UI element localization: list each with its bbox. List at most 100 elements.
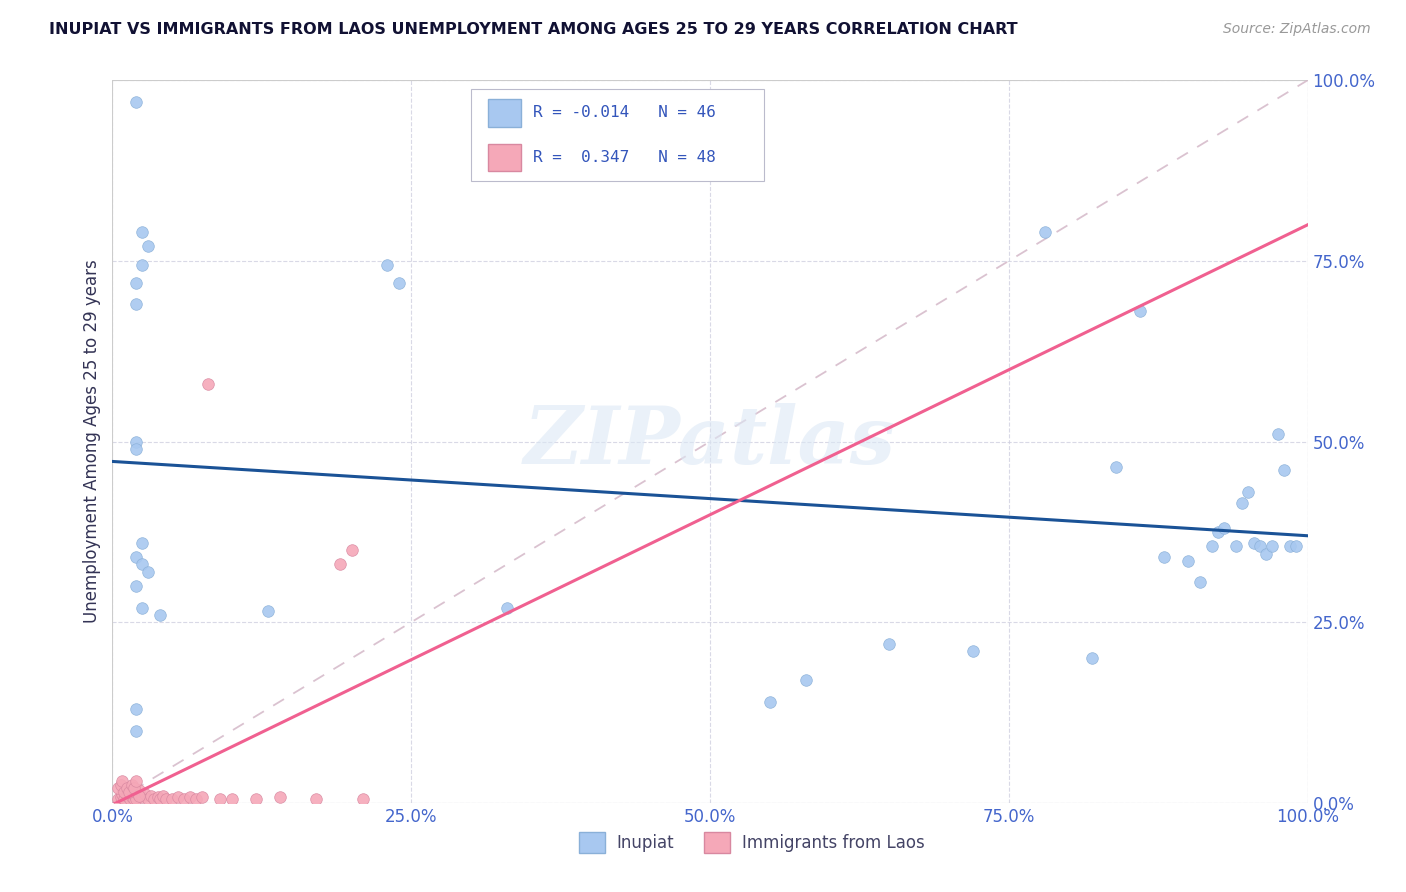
- Text: ZIPatlas: ZIPatlas: [524, 403, 896, 480]
- Point: [1129, 304, 1152, 318]
- Point: [1278, 539, 1301, 553]
- Point: [131, 258, 153, 272]
- Point: [124, 789, 146, 803]
- Point: [1267, 427, 1289, 442]
- Point: [1189, 575, 1212, 590]
- Point: [149, 607, 172, 622]
- Point: [146, 790, 169, 805]
- Point: [127, 787, 149, 801]
- Point: [794, 673, 817, 687]
- Point: [1261, 539, 1284, 553]
- Point: [152, 789, 174, 803]
- Point: [221, 792, 243, 806]
- Point: [128, 782, 150, 797]
- Point: [122, 781, 145, 796]
- Point: [121, 778, 143, 792]
- Bar: [488, 144, 522, 171]
- Point: [128, 789, 150, 803]
- Y-axis label: Unemployment Among Ages 25 to 29 years: Unemployment Among Ages 25 to 29 years: [83, 260, 101, 624]
- Point: [352, 792, 374, 806]
- Point: [138, 565, 160, 579]
- Point: [110, 778, 132, 792]
- Point: [962, 644, 984, 658]
- Point: [149, 792, 172, 806]
- Point: [155, 792, 177, 806]
- Point: [1033, 225, 1056, 239]
- Text: Inupiat: Inupiat: [617, 833, 675, 852]
- Point: [1225, 539, 1247, 553]
- Point: [125, 550, 148, 565]
- Point: [114, 792, 135, 806]
- Point: [125, 774, 148, 789]
- Point: [245, 792, 267, 806]
- Point: [111, 787, 134, 801]
- Point: [1249, 539, 1271, 553]
- Point: [107, 792, 129, 806]
- Point: [1105, 459, 1128, 474]
- Point: [329, 558, 352, 572]
- Point: [388, 276, 411, 290]
- Text: R = -0.014   N = 46: R = -0.014 N = 46: [533, 105, 716, 120]
- Point: [125, 276, 148, 290]
- Point: [162, 792, 183, 806]
- Bar: [488, 99, 522, 127]
- Point: [186, 792, 208, 806]
- Point: [143, 792, 166, 806]
- Point: [120, 792, 142, 806]
- Point: [1243, 535, 1265, 549]
- Point: [125, 297, 148, 311]
- Point: [115, 789, 138, 803]
- Point: [125, 442, 148, 456]
- Point: [1272, 463, 1295, 477]
- Point: [1177, 554, 1199, 568]
- Point: [1254, 547, 1277, 561]
- Text: INUPIAT VS IMMIGRANTS FROM LAOS UNEMPLOYMENT AMONG AGES 25 TO 29 YEARS CORRELATI: INUPIAT VS IMMIGRANTS FROM LAOS UNEMPLOY…: [49, 22, 1018, 37]
- Point: [1081, 651, 1104, 665]
- Point: [879, 637, 901, 651]
- Point: [122, 792, 145, 806]
- Point: [111, 774, 134, 789]
- Point: [131, 558, 153, 572]
- Point: [167, 790, 190, 805]
- Point: [125, 723, 148, 738]
- Point: [125, 95, 148, 109]
- Point: [125, 434, 148, 449]
- Point: [1213, 521, 1236, 535]
- Point: [377, 258, 399, 272]
- Point: [114, 785, 135, 799]
- Point: [134, 787, 156, 801]
- Point: [197, 376, 219, 391]
- Point: [121, 787, 143, 801]
- Point: [340, 542, 363, 557]
- Point: [496, 600, 519, 615]
- Point: [131, 600, 153, 615]
- Point: [191, 790, 214, 805]
- Point: [118, 785, 141, 799]
- Point: [139, 789, 162, 803]
- Point: [107, 781, 129, 796]
- Point: [131, 790, 153, 805]
- Point: [257, 604, 280, 618]
- Bar: [704, 831, 730, 854]
- Point: [1285, 539, 1308, 553]
- Point: [121, 790, 143, 805]
- Point: [125, 792, 148, 806]
- Point: [179, 790, 201, 805]
- Text: Source: ZipAtlas.com: Source: ZipAtlas.com: [1223, 22, 1371, 37]
- Point: [138, 239, 160, 253]
- Point: [209, 792, 232, 806]
- Point: [115, 781, 138, 796]
- FancyBboxPatch shape: [471, 89, 763, 181]
- Point: [305, 792, 328, 806]
- Point: [1201, 539, 1223, 553]
- Point: [138, 792, 160, 806]
- Point: [1237, 485, 1260, 500]
- Point: [125, 579, 148, 593]
- Point: [125, 702, 148, 716]
- Point: [1230, 496, 1253, 510]
- Text: R =  0.347   N = 48: R = 0.347 N = 48: [533, 150, 716, 165]
- Point: [117, 785, 139, 799]
- Bar: [579, 831, 605, 854]
- Point: [173, 792, 195, 806]
- Point: [1153, 550, 1175, 565]
